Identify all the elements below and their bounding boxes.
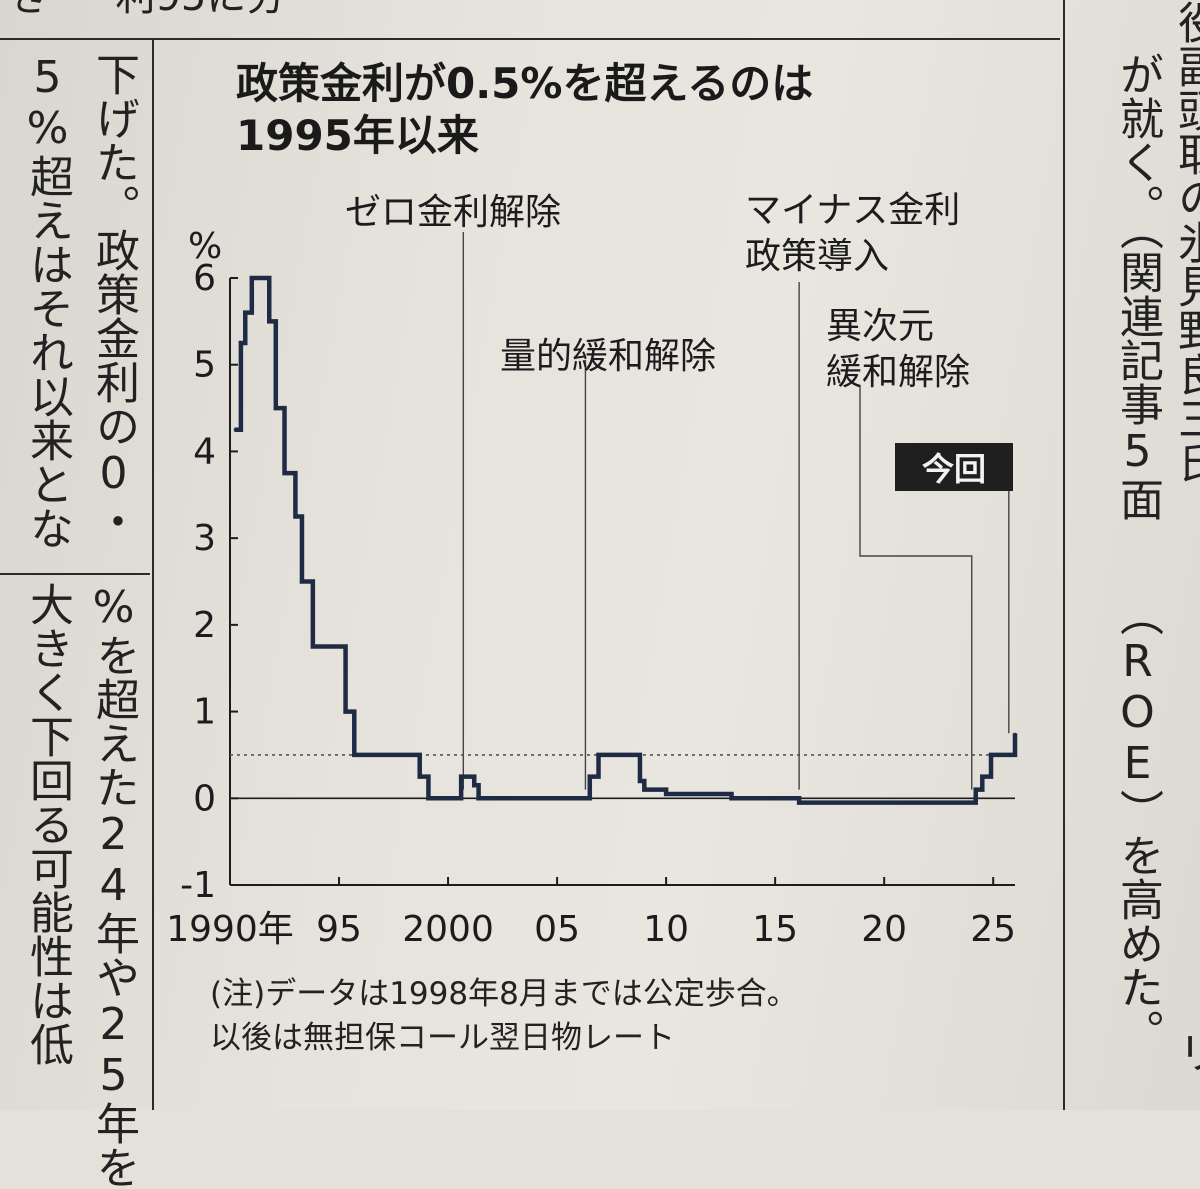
article-top-fragment: き ・ 利95に分	[10, 0, 286, 24]
interest-rate-chart: -1 0 1 2 3 4 5 6% 1990年 95 2000 05 10 15 20 25 ゼロ金利解除量的緩…	[166, 190, 1018, 950]
annotation-label: 政策導入	[745, 236, 889, 277]
rate-data-point	[251, 277, 253, 279]
right-column-1b: （ROE）を高めた。	[1112, 592, 1163, 1053]
rate-data-point	[981, 775, 984, 778]
annotation-label: 緩和解除	[826, 352, 970, 393]
annotation-leader	[859, 385, 973, 790]
rate-data-point	[473, 784, 476, 787]
rate-data-point	[604, 754, 606, 756]
y-tick-label: 2	[193, 605, 216, 646]
y-tick-label: 4	[193, 431, 216, 472]
y-tick-label: -1	[180, 865, 216, 906]
y-tick-label: 6	[193, 258, 216, 299]
annotation-label: 量的緩和解除	[500, 336, 716, 377]
x-tick-label: 20	[861, 909, 907, 950]
chart-title: 政策金利が0.5%を超えるのは 1995年以来	[236, 59, 814, 160]
y-tick-label: 1	[193, 692, 216, 733]
rate-data-point	[427, 797, 430, 800]
chart-footnote: (注)データは1998年8月までは公定歩合。 以後は無担保コール翌日物レート	[210, 976, 798, 1056]
chart-left-rule	[152, 40, 154, 1110]
y-axis-unit: %	[188, 226, 222, 267]
x-tick-label: 2000	[402, 909, 494, 950]
rate-data-point	[233, 428, 236, 431]
rate-data-point	[643, 788, 646, 791]
right-column-2b: リ	[1170, 1030, 1200, 1074]
left-column-1a: 5%超えはそれ以来とな	[22, 52, 73, 550]
rate-data-point	[353, 754, 356, 756]
annotation-box	[895, 443, 1013, 491]
x-tick-label: 1990年	[166, 909, 294, 950]
rate-data-point	[268, 320, 271, 323]
rate-data-point	[327, 645, 329, 648]
x-tick-label: 05	[534, 909, 580, 950]
left-section-divider	[0, 573, 150, 575]
rate-data-point	[240, 342, 242, 344]
rate-data-point	[730, 797, 733, 800]
rate-data-point	[597, 754, 600, 756]
x-tick-label: 25	[970, 909, 1016, 950]
rate-data-point	[244, 311, 247, 314]
rate-data-point	[798, 801, 800, 804]
y-tick-label: 0	[193, 778, 216, 819]
right-column-rule	[1063, 0, 1065, 1110]
rate-data-point	[990, 754, 992, 756]
annotation-label: 今回	[922, 450, 986, 488]
annotation-label: ゼロ金利解除	[345, 192, 561, 233]
top-divider	[0, 38, 1060, 40]
rate-data-point	[312, 645, 314, 648]
rate-data-point	[665, 793, 667, 795]
annotation-label: マイナス金利	[745, 190, 960, 231]
rate-data-point	[261, 277, 264, 279]
rate-data-point	[294, 515, 297, 518]
right-column-2a: 役副頭取の氷見野良三氏	[1170, 0, 1200, 484]
rate-data-point	[344, 710, 347, 713]
rate-data-point	[807, 801, 809, 804]
newspaper-page	[0, 0, 1200, 1110]
y-tick-label: 3	[193, 518, 216, 559]
rate-data-point	[588, 775, 591, 778]
annotation-label: 異次元	[826, 306, 934, 347]
y-tick-label: 5	[193, 345, 216, 386]
left-column-1b: 大きく下回る可能性は低	[22, 582, 73, 1066]
rate-data-point	[1014, 732, 1016, 735]
left-column-2b: %を超えた24年や25年を	[88, 582, 139, 1189]
rate-data-point	[274, 407, 277, 409]
rate-data-point	[996, 754, 999, 756]
rate-data-point	[974, 788, 977, 791]
rate-data-point	[283, 472, 286, 474]
x-tick-label: 10	[643, 909, 689, 950]
x-tick-label: 95	[316, 909, 362, 950]
rate-data-point	[301, 580, 303, 583]
x-tick-label: 15	[752, 909, 798, 950]
rate-data-point	[460, 775, 462, 778]
rate-data-point	[639, 780, 641, 782]
rate-series-line	[234, 275, 1018, 805]
rate-data-point	[477, 797, 480, 800]
left-column-2a: 下げた。政策金利の0・	[88, 52, 139, 543]
rate-data-point	[418, 775, 421, 778]
right-column-1a: が就く。（関連記事5面	[1112, 52, 1163, 521]
